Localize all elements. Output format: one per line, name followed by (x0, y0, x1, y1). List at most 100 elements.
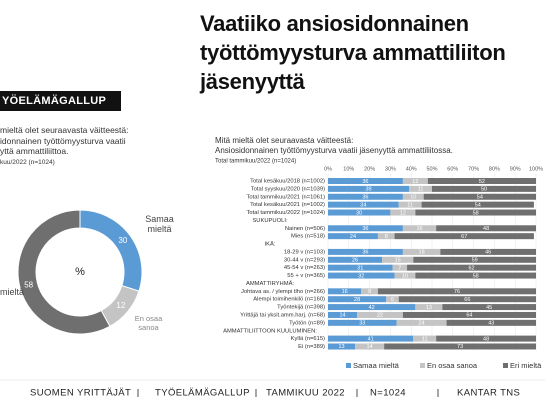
bar-value-label: 13 (426, 305, 432, 311)
bar-value-label: 54 (475, 202, 481, 208)
bar-segment (377, 233, 395, 240)
y-tick-label: Ei (n=389) (298, 344, 325, 350)
question-line: yttä ammattiliittoa. (0, 146, 69, 156)
bar-segment (392, 264, 408, 271)
x-tick-label: 50% (426, 166, 437, 172)
bar-value-label: 54 (477, 195, 483, 201)
bar-segment (394, 272, 416, 279)
bar-value-label: 11 (418, 187, 424, 193)
slide-title: Vaatiiko ansiosidonnainen työttömyysturv… (200, 11, 506, 94)
bar-segment (421, 201, 534, 208)
bar-value-label: 12 (412, 179, 418, 185)
bar-value-label: 28 (354, 297, 360, 303)
bar-value-label: 64 (466, 313, 472, 319)
bar-segment (402, 248, 441, 255)
question-text: mieltä olet seuraavasta väitteestä: idonn… (0, 125, 129, 157)
bar-segment (328, 248, 403, 255)
bar-value-label: 36 (362, 179, 368, 185)
bar-value-label: 73 (457, 344, 463, 350)
donut-category-label: En osaa sanoa (134, 314, 163, 332)
bar-value-label: 14 (339, 313, 345, 319)
bar-value-label: 67 (461, 234, 467, 240)
bar-value-label: 34 (360, 202, 366, 208)
group-header: IKÄ: (265, 241, 276, 248)
bar-chart-note: Total tammikuu/2022 (n=1024) (215, 159, 296, 165)
bar-value-label: 39 (365, 187, 371, 193)
bar-segment (440, 248, 536, 255)
y-tick-label: 55 + v (n=365) (287, 273, 325, 279)
y-tick-label: Nainen (n=506) (285, 226, 325, 232)
footer-item: KANTAR TNS (457, 388, 520, 399)
bar-value-label: 42 (369, 305, 375, 311)
bar-value-label: 10 (410, 195, 416, 201)
bar-segment (407, 264, 536, 271)
bar-value-label: 46 (485, 250, 491, 256)
bar-value-label: 22 (377, 313, 383, 319)
y-tick-label: Total syyskuu/2020 (n=1039) (251, 186, 325, 192)
bar-value-label: 48 (483, 226, 489, 232)
bar-segment (409, 185, 432, 192)
bar-segment (328, 225, 403, 232)
bar-segment (328, 193, 403, 200)
bar-value-label: 76 (454, 289, 460, 295)
bar-value-label: 15 (395, 258, 401, 264)
bar-value-label: 16 (342, 289, 348, 295)
bar-segment (361, 288, 378, 295)
bar-value-label: 43 (488, 321, 494, 327)
bar-value-label: 6 (391, 297, 394, 303)
y-tick-label: Työntekijä (n=398) (277, 305, 325, 311)
y-tick-label: Työtön (n=89) (289, 320, 325, 326)
x-tick-label: 20% (364, 166, 375, 172)
bar-value-label: 10 (402, 273, 408, 279)
group-header: AMMATTIRYHMÄ: (246, 280, 294, 287)
bar-segment (442, 304, 536, 311)
bar-segment (396, 319, 447, 326)
bar-value-label: 58 (473, 273, 479, 279)
y-tick-label: Mies (n=518) (291, 234, 325, 240)
x-tick-label: 0% (324, 166, 332, 172)
bar-segment (390, 209, 416, 216)
bar-value-label: 32 (358, 273, 364, 279)
bar-segment (328, 185, 410, 192)
y-tick-label: Total kesäkuu/2018 (n=1002) (250, 179, 325, 185)
donut-value-label: 58 (24, 280, 33, 289)
bar-value-label: 8 (385, 234, 388, 240)
y-tick-label: Alempi toimihenkilö (n=160) (253, 297, 325, 303)
bar-segment (415, 209, 536, 216)
bar-value-label: 18 (419, 250, 425, 256)
bar-value-label: 59 (472, 258, 478, 264)
bar-value-label: 33 (359, 321, 365, 327)
bar-value-label: 11 (422, 336, 428, 342)
bar-segment (328, 288, 362, 295)
legend-label: Samaa mieltä (353, 361, 400, 370)
bar-value-label: 11 (407, 202, 413, 208)
y-tick-label: Yrittäjä tai yksit.amm.harj. (n=68) (240, 312, 325, 318)
bar-segment (436, 225, 536, 232)
bar-segment (427, 178, 536, 184)
donut-center-label: % (75, 266, 85, 278)
bar-segment (355, 343, 385, 350)
bar-segment (328, 311, 358, 318)
bar-value-label: 41 (368, 336, 374, 342)
bar-segment (423, 193, 536, 200)
bar-segment (377, 288, 536, 295)
bar-chart-subtitle: Ansiosidonnainen työttömyysturva vaatii … (215, 146, 453, 155)
x-tick-label: 80% (489, 166, 500, 172)
bar-value-label: 7 (398, 265, 401, 271)
bar-chart-title: Mitä mieltä olet seuraavasta väitteestä: (215, 136, 353, 145)
bar-segment (328, 256, 383, 263)
y-tick-label: 45-54 v (n=263) (284, 265, 325, 271)
y-tick-label: Total tammikuu/2021 (n=1061) (247, 194, 326, 200)
legend-swatch (420, 363, 425, 368)
banner: YÖELÄMÄGALLUP (0, 91, 121, 111)
question-line: mieltä olet seuraavasta väitteestä: (0, 125, 129, 135)
bar-segment (328, 335, 414, 342)
donut-value-label: 30 (118, 236, 127, 245)
bar-value-label: 16 (416, 226, 422, 232)
bar-value-label: 13 (338, 344, 344, 350)
y-tick-label: 18-29 v (n=103) (284, 249, 325, 255)
donut-category-label: mieltä (0, 287, 25, 297)
donut-category-label: Samaa mieltä (145, 214, 174, 234)
bar-value-label: 50 (481, 187, 487, 193)
x-tick-label: 70% (468, 166, 479, 172)
